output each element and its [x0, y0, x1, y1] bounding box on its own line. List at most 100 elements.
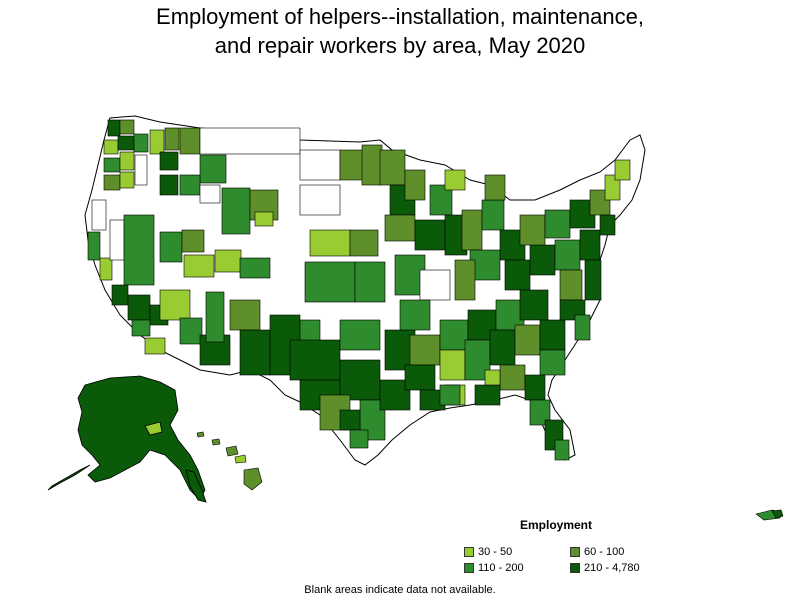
map-area-90	[439, 349, 466, 381]
hawaii-island-big	[243, 467, 263, 491]
map-area-73	[399, 299, 431, 331]
map-area-48	[361, 144, 383, 186]
map-area-7	[119, 151, 135, 171]
map-area-99	[524, 374, 546, 401]
map-area-53	[354, 261, 386, 303]
map-area-2	[119, 119, 135, 135]
map-area-9	[119, 171, 135, 189]
map-title: Employment of helpers--installation, mai…	[0, 2, 800, 60]
map-area-75	[404, 364, 436, 391]
legend-label: 210 - 4,780	[584, 562, 640, 574]
legend-swatch	[464, 547, 474, 557]
map-area-6	[103, 157, 121, 173]
legend-title: Employment	[520, 518, 593, 532]
map-area-51	[349, 229, 379, 257]
map-area-108	[559, 269, 583, 301]
map-area-70	[444, 169, 466, 191]
map-area-8	[103, 174, 121, 191]
map-area-64	[379, 149, 406, 186]
map-area-10	[134, 154, 148, 186]
map-area-92	[489, 329, 516, 366]
map-area-66	[404, 169, 426, 201]
map-area-28	[111, 284, 129, 306]
map-area-69	[429, 184, 453, 216]
hawaii-island-3	[225, 445, 239, 457]
map-area-17	[159, 174, 179, 196]
map-area-79	[461, 209, 483, 251]
map-area-37	[239, 257, 271, 279]
legend-label: 30 - 50	[478, 546, 513, 558]
alaska-peninsula-area	[47, 464, 91, 491]
footnote: Blank areas indicate data not available.	[304, 584, 496, 596]
map-area-16	[179, 174, 201, 196]
map-areas	[87, 119, 631, 461]
map-area-50	[309, 229, 351, 257]
map-area-84	[454, 259, 476, 301]
map-area-97	[474, 384, 501, 406]
alaska-southeast-area	[185, 469, 207, 503]
alaska-southcentral-area	[144, 421, 163, 436]
hawaii-island-1	[196, 431, 205, 438]
map-area-100	[529, 399, 551, 426]
legend-label: 60 - 100	[584, 546, 625, 558]
map-area-102	[554, 439, 570, 461]
map-area-4	[117, 135, 135, 151]
map-area-93	[514, 324, 541, 356]
map-area-36	[214, 249, 242, 273]
map-area-32	[144, 337, 166, 355]
legend-item-30-50: 30 - 50	[464, 546, 512, 558]
map-area-42	[229, 299, 261, 331]
map-title-line-2: and repair workers by area, May 2020	[214, 33, 586, 58]
map-area-96	[499, 364, 526, 391]
map-area-11	[149, 129, 165, 155]
map-area-47	[339, 149, 365, 181]
map-area-12	[164, 127, 180, 151]
map-area-80	[481, 199, 505, 231]
map-area-117	[574, 314, 591, 341]
legend-swatch	[570, 547, 580, 557]
map-area-57	[339, 359, 381, 401]
map-area-89	[519, 289, 549, 321]
map-area-46	[299, 149, 341, 181]
map-area-13	[159, 151, 179, 171]
map-area-95	[539, 349, 566, 376]
hawaii-island-4	[234, 454, 247, 464]
puerto-rico-east-area	[771, 509, 784, 519]
map-area-55	[339, 319, 381, 351]
legend-item-210-4780: 210 - 4,780	[570, 562, 640, 574]
map-area-103	[484, 369, 501, 386]
map-area-114	[614, 159, 631, 181]
map-area-19	[221, 187, 251, 235]
map-area-18	[199, 184, 221, 204]
legend-item-110-200: 110 - 200	[464, 562, 524, 574]
map-area-105	[554, 239, 581, 271]
map-area-27	[123, 214, 155, 286]
map-area-52	[304, 261, 356, 303]
map-area-38	[159, 289, 191, 321]
legend-swatch	[570, 563, 580, 573]
map-title-line-1: Employment of helpers--installation, mai…	[156, 4, 644, 29]
map-area-25	[99, 257, 113, 281]
map-area-109	[519, 214, 546, 246]
map-area-15	[199, 154, 227, 184]
map-area-34	[181, 229, 205, 253]
map-area-115	[599, 214, 616, 236]
map-area-23	[91, 199, 107, 231]
map-area-72	[419, 269, 451, 301]
map-area-113	[604, 174, 621, 201]
map-area-14	[179, 127, 201, 155]
map-area-24	[87, 231, 101, 261]
map-area-110	[544, 209, 571, 239]
map-area-81	[484, 174, 506, 201]
map-area-63	[349, 429, 369, 449]
map-area-22	[254, 211, 274, 227]
map-area-49	[299, 184, 341, 216]
legend-item-60-100: 60 - 100	[570, 546, 624, 558]
map-area-62	[339, 409, 361, 431]
map-area-31	[131, 319, 151, 337]
map-area-106	[579, 229, 601, 261]
map-area-67	[384, 214, 416, 242]
map-area-104	[529, 244, 556, 276]
alaska-area	[77, 375, 206, 501]
